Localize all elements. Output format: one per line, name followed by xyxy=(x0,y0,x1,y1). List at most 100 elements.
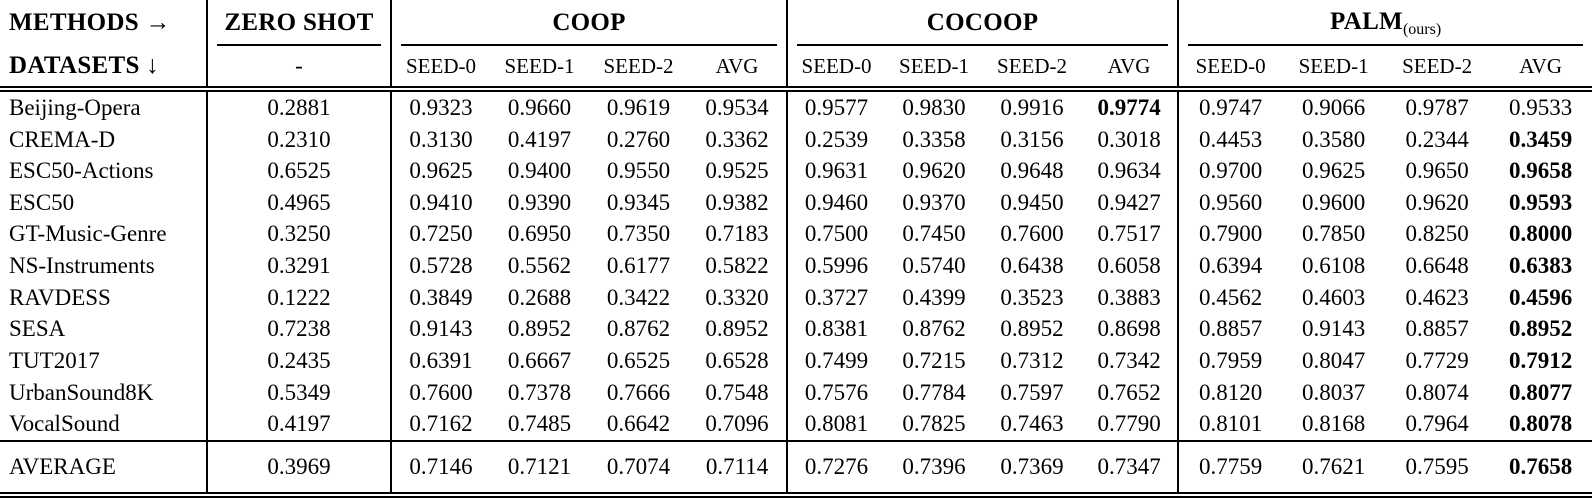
coop-seed1-header: SEED-1 xyxy=(490,46,589,92)
dataset-row: VocalSound 0.4197 0.7162 0.7485 0.6642 0.7096… xyxy=(0,408,1592,441)
cocoop-seed0-value: 0.5996 xyxy=(786,250,886,282)
cocoop-seed2-value: 0.8952 xyxy=(1000,316,1064,342)
cocoop-seed0-value: 0.8081 xyxy=(786,408,886,441)
palm-seed0-value: 0.7759 xyxy=(1177,440,1283,498)
palm-avg-value: 0.7912 xyxy=(1508,347,1573,373)
cocoop-cmidrule xyxy=(797,44,1169,46)
seeds-header-row: DATASETS ↓ - SEED-0 SEED-1 SEED-2 AVG SE… xyxy=(0,46,1592,92)
palm-avg-value: 0.9658 xyxy=(1508,158,1573,184)
palm-seed1-value: 0.8168 xyxy=(1301,411,1366,437)
palm-seed2-value: 0.4623 xyxy=(1405,284,1469,310)
cocoop-seed1-value: 0.7396 xyxy=(885,440,984,498)
palm-cmidrule xyxy=(1188,44,1584,46)
coop-seed2-value: 0.8762 xyxy=(606,316,671,342)
zero-shot-label: ZERO SHOT xyxy=(224,9,374,36)
dataset-name: SESA xyxy=(9,316,66,342)
cocoop-seed1-value: 0.8762 xyxy=(902,316,966,342)
palm-seed2-value: 0.9620 xyxy=(1405,189,1469,215)
cocoop-avg-value: 0.7652 xyxy=(1097,379,1161,405)
coop-seed1-value: 0.2688 xyxy=(507,284,572,310)
zero-shot-value: 0.3250 xyxy=(206,218,391,251)
coop-avg-value: 0.9382 xyxy=(705,189,769,215)
dataset-row: Beijing-Opera 0.2881 0.9323 0.9660 0.9619 0.9… xyxy=(0,89,1592,124)
palm-avg-value: 0.6383 xyxy=(1508,253,1573,278)
coop-seed1-value: 0.7485 xyxy=(507,411,572,437)
coop-seed2-value: 0.9550 xyxy=(606,158,671,184)
palm-seed0-value: 0.8120 xyxy=(1177,376,1283,409)
palm-seed1-value: 0.8037 xyxy=(1301,379,1366,405)
zero-shot-value: 0.2881 xyxy=(206,89,391,124)
cocoop-seed1-value: 0.7215 xyxy=(902,347,966,373)
coop-seed0-value: 0.5728 xyxy=(390,250,490,282)
cocoop-seed1-value: 0.5740 xyxy=(902,253,966,278)
coop-seed2-header: SEED-2 xyxy=(589,46,688,92)
palm-seed0-value: 0.8857 xyxy=(1177,313,1283,346)
average-label: AVERAGE xyxy=(0,440,207,498)
coop-seed1-value: 0.6950 xyxy=(507,221,572,247)
coop-avg-value: 0.5822 xyxy=(705,253,769,278)
palm-avg-value: 0.9593 xyxy=(1508,189,1573,215)
cocoop-seed0-header: SEED-0 xyxy=(786,46,886,92)
cocoop-seed2-value: 0.3523 xyxy=(1000,284,1064,310)
palm-seed0-header: SEED-0 xyxy=(1177,46,1283,92)
coop-seed2-value: 0.9619 xyxy=(606,94,671,120)
dataset-name: RAVDESS xyxy=(9,284,111,310)
palm-seed2-value: 0.7964 xyxy=(1405,411,1469,437)
coop-seed0-header: SEED-0 xyxy=(390,46,490,92)
palm-seed2-value: 0.9787 xyxy=(1405,94,1469,120)
average-row: AVERAGE 0.3969 0.7146 0.7121 0.7074 0.7114 0.7… xyxy=(0,440,1592,498)
coop-seed0-value: 0.3849 xyxy=(390,281,490,314)
palm-seed1-value: 0.4603 xyxy=(1301,284,1366,310)
coop-seed1-value: 0.6667 xyxy=(507,347,572,373)
zero-shot-value: 0.3969 xyxy=(206,440,391,498)
coop-seed1-value: 0.4197 xyxy=(507,126,572,152)
palm-avg-value: 0.8000 xyxy=(1508,221,1573,247)
coop-seed0-value: 0.7146 xyxy=(390,440,490,498)
cocoop-avg-value: 0.3018 xyxy=(1097,126,1161,152)
cocoop-avg-value: 0.9634 xyxy=(1097,158,1161,184)
coop-avg-value: 0.8952 xyxy=(705,316,769,342)
zero-shot-group-header: ZERO SHOT xyxy=(206,0,391,46)
cocoop-seed2-value: 0.9450 xyxy=(1000,189,1064,215)
palm-seed0-value: 0.7900 xyxy=(1177,218,1283,251)
datasets-label: DATASETS ↓ xyxy=(0,46,207,92)
cocoop-avg-value: 0.6058 xyxy=(1097,253,1161,278)
coop-avg-value: 0.7548 xyxy=(705,379,769,405)
palm-ours-subscript: (ours) xyxy=(1402,20,1442,38)
coop-seed1-value: 0.8952 xyxy=(507,316,572,342)
cocoop-seed1-value: 0.4399 xyxy=(902,284,966,310)
dataset-name: ESC50 xyxy=(9,189,75,215)
cocoop-seed1-header: SEED-1 xyxy=(885,46,984,92)
zero-shot-cmidrule xyxy=(217,44,381,46)
palm-avg-value: 0.7658 xyxy=(1489,440,1592,498)
dataset-name: ESC50-Actions xyxy=(9,158,154,184)
cocoop-seed0-value: 0.8381 xyxy=(786,313,886,346)
cocoop-avg-value: 0.7517 xyxy=(1097,221,1161,247)
palm-avg-value: 0.4596 xyxy=(1508,284,1573,310)
table-footer: AVERAGE 0.3969 0.7146 0.7121 0.7074 0.7114 0.7… xyxy=(0,440,1592,498)
dataset-name: CREMA-D xyxy=(9,126,116,152)
coop-seed1-value: 0.7121 xyxy=(490,440,589,498)
dataset-row: GT-Music-Genre 0.3250 0.7250 0.6950 0.7350 0.… xyxy=(0,218,1592,251)
coop-seed2-value: 0.6642 xyxy=(606,411,671,437)
cocoop-seed2-value: 0.7312 xyxy=(1000,347,1064,373)
cocoop-avg-value: 0.7790 xyxy=(1097,411,1161,437)
cocoop-seed1-value: 0.9370 xyxy=(902,189,966,215)
coop-seed1-value: 0.7378 xyxy=(507,379,572,405)
methods-label: METHODS → xyxy=(9,9,171,36)
coop-seed0-value: 0.7250 xyxy=(390,218,490,251)
dataset-row: ESC50-Actions 0.6525 0.9625 0.9400 0.9550 0.9… xyxy=(0,155,1592,187)
coop-seed0-value: 0.9143 xyxy=(390,313,490,346)
coop-avg-value: 0.6528 xyxy=(705,347,769,373)
coop-seed2-value: 0.7666 xyxy=(606,379,671,405)
coop-seed2-value: 0.6177 xyxy=(606,253,671,278)
cocoop-seed1-value: 0.9830 xyxy=(902,94,966,120)
coop-cmidrule xyxy=(401,44,778,46)
coop-seed1-value: 0.9400 xyxy=(507,158,572,184)
coop-seed0-value: 0.9410 xyxy=(390,186,490,219)
coop-seed2-value: 0.7350 xyxy=(606,221,671,247)
cocoop-seed0-value: 0.7500 xyxy=(786,218,886,251)
palm-label: PALM xyxy=(1330,7,1403,35)
dataset-row: SESA 0.7238 0.9143 0.8952 0.8762 0.8952 0.8381… xyxy=(0,313,1592,346)
